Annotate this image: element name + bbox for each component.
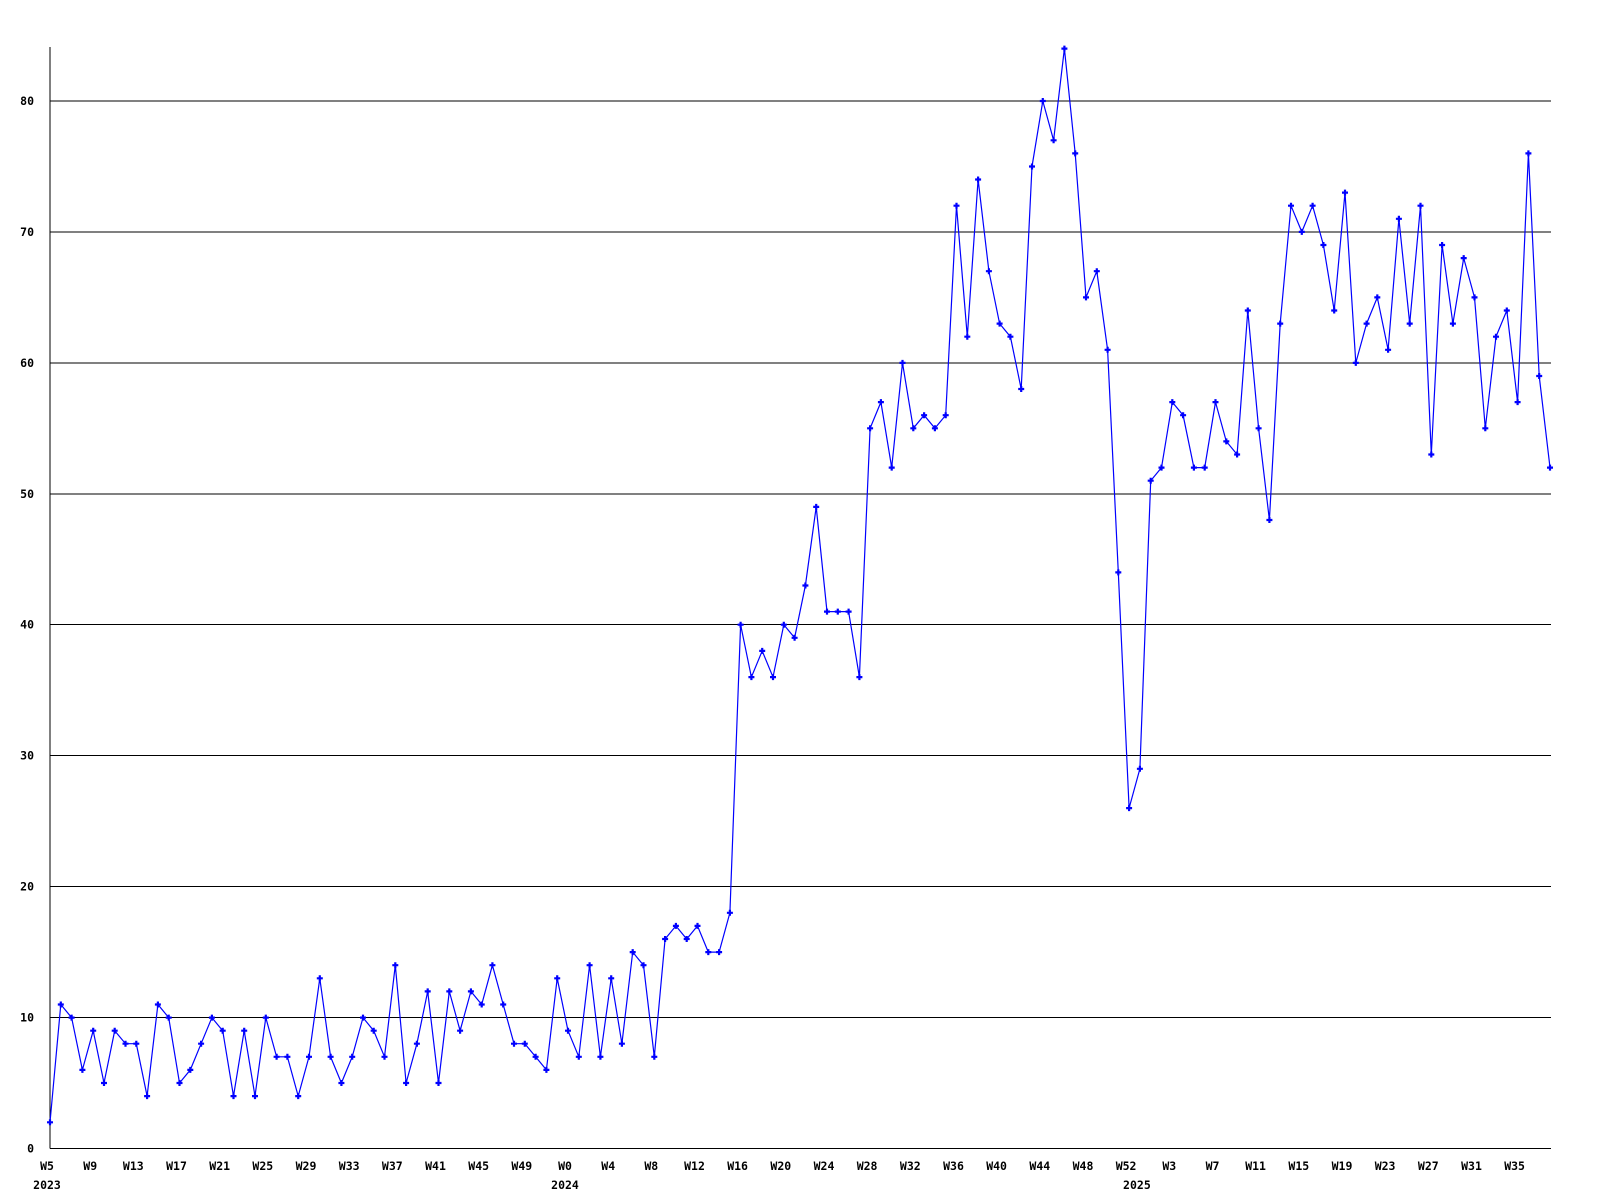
x-tick-label: W7 <box>1206 1159 1220 1173</box>
y-tick-label: 80 <box>20 94 34 108</box>
x-tick-label: W17 <box>166 1159 187 1173</box>
y-tick-label: 40 <box>20 618 34 632</box>
x-tick-label: W8 <box>644 1159 658 1173</box>
x-tick-label: W49 <box>511 1159 532 1173</box>
data-point-markers <box>47 45 1553 1126</box>
x-tick-label: W36 <box>943 1159 964 1173</box>
x-tick-label: W44 <box>1029 1159 1050 1173</box>
x-tick-label: W45 <box>468 1159 489 1173</box>
x-tick-label: W4 <box>601 1159 615 1173</box>
x-tick-label: W0 <box>558 1159 572 1173</box>
x-tick-label: W5 <box>40 1159 54 1173</box>
x-tick-label: W32 <box>900 1159 921 1173</box>
x-tick-label: W40 <box>986 1159 1007 1173</box>
y-tick-label: 10 <box>20 1011 34 1025</box>
x-tick-label: W20 <box>770 1159 791 1173</box>
x-tick-label: W15 <box>1288 1159 1309 1173</box>
y-tick-label: 20 <box>20 880 34 894</box>
x-tick-label: W29 <box>296 1159 317 1173</box>
x-tick-label: W35 <box>1504 1159 1525 1173</box>
x-tick-label: W27 <box>1418 1159 1439 1173</box>
x-tick-label: W3 <box>1162 1159 1176 1173</box>
x-tick-label: W19 <box>1332 1159 1353 1173</box>
x-tick-label: W21 <box>209 1159 230 1173</box>
x-tick-label: W12 <box>684 1159 705 1173</box>
y-tick-label: 30 <box>20 749 34 763</box>
x-tick-label: W24 <box>814 1159 835 1173</box>
x-tick-label: W25 <box>252 1159 273 1173</box>
x-tick-label: W37 <box>382 1159 403 1173</box>
y-tick-label: 50 <box>20 487 34 501</box>
x-tick-label: W28 <box>857 1159 878 1173</box>
x-tick-label: W13 <box>123 1159 144 1173</box>
x-tick-label: W9 <box>83 1159 97 1173</box>
x-tick-label: W41 <box>425 1159 446 1173</box>
x-year-label: 2024 <box>551 1178 579 1192</box>
x-year-label: 2023 <box>33 1178 61 1192</box>
x-tick-label: W52 <box>1116 1159 1137 1173</box>
data-line <box>49 48 1551 1123</box>
x-tick-label: W48 <box>1073 1159 1094 1173</box>
x-tick-label: W33 <box>339 1159 360 1173</box>
x-tick-label: W16 <box>727 1159 748 1173</box>
y-tick-label: 70 <box>20 225 34 239</box>
x-tick-label: W23 <box>1375 1159 1396 1173</box>
y-tick-label: 60 <box>20 356 34 370</box>
x-tick-label: W31 <box>1461 1159 1482 1173</box>
x-tick-label: W11 <box>1245 1159 1266 1173</box>
x-year-label: 2025 <box>1123 1178 1151 1192</box>
y-tick-label: 0 <box>27 1142 34 1156</box>
